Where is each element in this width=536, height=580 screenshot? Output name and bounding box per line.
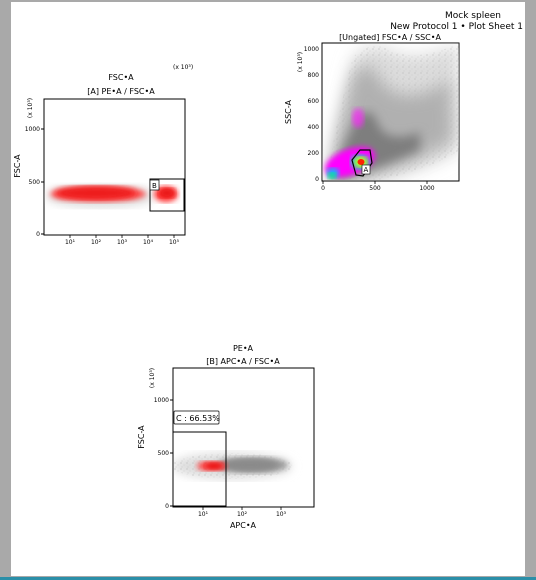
- gate-b[interactable]: [149, 178, 185, 212]
- plot3-ytick-500: 500: [158, 450, 170, 457]
- plot2-xtick-0: 0: [321, 185, 325, 192]
- plot3-x-ticks: 10¹ 10² 10³: [198, 507, 287, 518]
- plot3-xtick-3: 10³: [276, 511, 287, 518]
- plot1-xtick-1: 10¹: [65, 239, 76, 246]
- gate-a[interactable]: [351, 149, 373, 177]
- plot1-frame: [43, 98, 186, 236]
- plot1-y-ticks: 1000 500 0: [25, 126, 44, 238]
- plot1-x-ticks: 10¹ 10² 10³ 10⁴ 10⁵: [65, 235, 180, 246]
- plot2-ytick-800: 800: [308, 72, 320, 79]
- plot1-ytick-0: 0: [36, 231, 40, 238]
- protocol-title: New Protocol 1 • Plot Sheet 1: [390, 22, 523, 32]
- plot3-title-line1: PE•A: [233, 344, 254, 353]
- plot2-ytick-200: 200: [308, 150, 320, 157]
- plot-fsc-ssc[interactable]: [Ungated] FSC•A / SSC•A A (x 10³) SSC-A …: [284, 33, 460, 192]
- plot3-title-line2: [B] APC•A / FSC•A: [206, 357, 280, 366]
- plot1-xtick-4: 10⁴: [143, 239, 154, 246]
- plot3-xtick-1: 10¹: [198, 511, 209, 518]
- plot2-ytick-1000: 1000: [304, 46, 319, 53]
- plot-pe-fsc[interactable]: (x 10³) FSC•A [A] PE•A / FSC•A B (x 10³)…: [13, 64, 193, 246]
- gate-b-label: B: [152, 182, 157, 190]
- plot2-ytick-400: 400: [308, 124, 320, 131]
- plot1-title-line1: FSC•A: [108, 73, 134, 82]
- plot3-ytick-1000: 1000: [154, 397, 169, 404]
- sample-name: Mock spleen: [445, 11, 501, 21]
- plot1-title-line2: [A] PE•A / FSC•A: [87, 87, 155, 96]
- plot1-xtick-3: 10³: [117, 239, 128, 246]
- plot1-xtick-5: 10⁵: [169, 239, 180, 246]
- plot1-ytick-500: 500: [29, 179, 41, 186]
- plot1-xtick-2: 10²: [91, 239, 102, 246]
- plot3-y-multiplier: (x 10³): [149, 368, 156, 388]
- plot1-population: [46, 185, 178, 207]
- gate-c[interactable]: [172, 431, 227, 507]
- plot2-y-multiplier: (x 10³): [297, 52, 304, 72]
- plot-apc-fsc[interactable]: PE•A [B] APC•A / FSC•A C : 66.53% (x 10³…: [137, 344, 315, 530]
- plot2-xtick-1000: 1000: [419, 185, 434, 192]
- plot3-xtick-2: 10²: [237, 511, 248, 518]
- plot2-population: [325, 44, 459, 180]
- plot2-ytick-0: 0: [315, 176, 319, 183]
- plot1-top-multiplier: (x 10³): [173, 64, 193, 71]
- plot3-population: [174, 453, 292, 479]
- plot1-ytick-1000: 1000: [25, 126, 40, 133]
- plot1-y-label: FSC-A: [13, 154, 22, 178]
- plot2-y-label: SSC-A: [284, 100, 293, 124]
- plot2-title: [Ungated] FSC•A / SSC•A: [339, 33, 441, 42]
- plot3-ytick-0: 0: [165, 503, 169, 510]
- plot1-y-multiplier: (x 10³): [27, 98, 34, 118]
- plot2-xtick-500: 500: [369, 185, 381, 192]
- plot3-frame: [172, 367, 315, 508]
- gate-c-label: C : 66.53%: [176, 414, 220, 423]
- plot3-y-label: FSC-A: [137, 425, 146, 449]
- plot2-ytick-600: 600: [308, 98, 320, 105]
- plot3-y-ticks: 1000 500 0: [154, 397, 173, 510]
- plot3-x-label: APC•A: [230, 521, 257, 530]
- plot2-x-ticks: 0 500 1000: [321, 181, 435, 192]
- gate-a-label: A: [364, 166, 369, 174]
- window-bottom-edge: [0, 577, 536, 580]
- plot2-y-ticks: 1000 800 600 400 200 0: [304, 46, 319, 183]
